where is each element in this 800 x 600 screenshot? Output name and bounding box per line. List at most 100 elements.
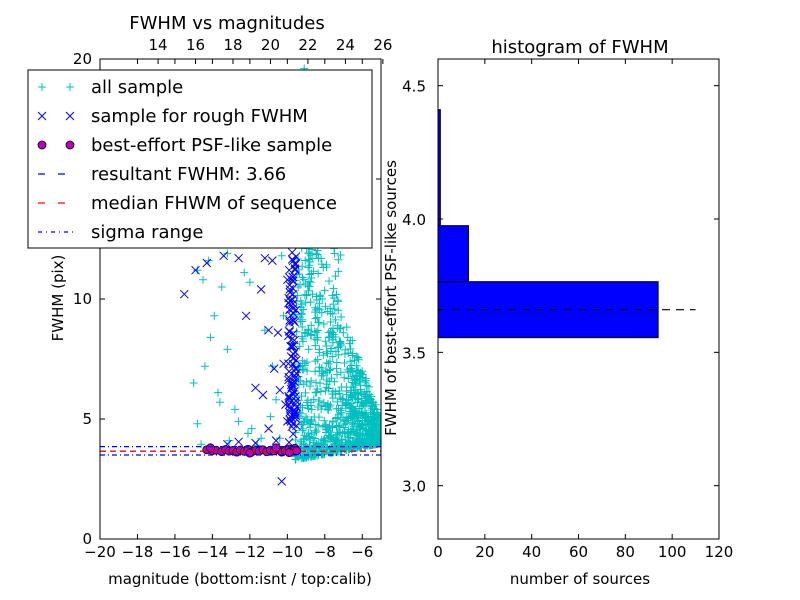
- right-y-axis-label: FWHM of best-effort PSF-like sources: [382, 160, 400, 436]
- all-sample-point: [375, 411, 381, 420]
- all-sample-point: [307, 273, 316, 282]
- all-sample-point: [298, 403, 307, 412]
- right-x-tick-label: 80: [616, 543, 635, 561]
- all-sample-point: [301, 298, 310, 307]
- legend-marker: [65, 140, 75, 150]
- all-sample-point: [327, 374, 336, 383]
- all-sample-point: [358, 367, 367, 376]
- all-sample-point: [328, 352, 337, 361]
- all-sample-point: [321, 337, 330, 346]
- all-sample-point: [311, 303, 320, 312]
- legend-item: all sample: [38, 77, 183, 98]
- left-y-tick-label: 10: [73, 290, 92, 308]
- all-sample-point: [346, 357, 355, 366]
- data-point: [247, 424, 256, 433]
- left-x-tick-label: −10: [272, 543, 304, 561]
- all-sample-point: [298, 262, 307, 271]
- all-sample-point: [306, 278, 315, 287]
- data-point: [256, 285, 266, 294]
- legend-marker: [37, 140, 47, 150]
- all-sample-point: [305, 440, 314, 449]
- rough-sample-point: [285, 327, 295, 336]
- data-point: [272, 395, 281, 404]
- data-point: [251, 438, 260, 448]
- all-sample-point: [335, 429, 344, 438]
- all-sample-point: [353, 422, 362, 431]
- rough-sample-point: [284, 375, 293, 385]
- data-point: [243, 429, 252, 438]
- all-sample-point: [339, 421, 348, 430]
- all-sample-point: [328, 291, 337, 300]
- all-sample-point: [320, 286, 329, 295]
- rough-sample-point: [284, 372, 294, 382]
- legend-label: sigma range: [91, 222, 203, 243]
- all-sample-point: [312, 249, 321, 258]
- all-sample-point: [330, 249, 339, 258]
- all-sample-point: [363, 418, 372, 427]
- all-sample-point: [317, 405, 326, 414]
- data-point: [277, 251, 286, 260]
- all-sample-point: [312, 295, 321, 304]
- all-sample-point: [333, 397, 342, 406]
- all-sample-point: [328, 338, 337, 347]
- all-sample-point: [291, 435, 300, 444]
- all-sample-point: [343, 333, 352, 342]
- legend-item: best-effort PSF-like sample: [37, 135, 332, 156]
- all-sample-point: [361, 374, 370, 383]
- all-sample-point: [338, 413, 347, 422]
- all-sample-point: [313, 313, 322, 322]
- rough-sample-point: [288, 290, 298, 299]
- all-sample-point: [347, 372, 356, 381]
- all-sample-point: [357, 397, 366, 406]
- all-sample-point: [328, 394, 337, 403]
- right-y-tick-label: 3.0: [402, 478, 426, 496]
- right-x-tick-label: 40: [522, 543, 541, 561]
- all-sample-point: [299, 424, 308, 433]
- all-sample-point: [307, 376, 316, 385]
- data-point: [258, 390, 268, 400]
- all-sample-point: [300, 451, 309, 460]
- all-sample-point: [302, 377, 311, 386]
- right-axis-ticks: 0 20 40 60 80 100 120 3.0 3.5 4.0 4.5: [402, 59, 733, 561]
- legend-item: sigma range: [38, 222, 203, 243]
- legend-label: best-effort PSF-like sample: [91, 135, 332, 156]
- left-x-axis-label: magnitude (bottom:isnt / top:calib): [108, 570, 372, 588]
- all-sample-point: [322, 263, 331, 272]
- all-sample-point: [302, 432, 311, 441]
- left-x-tick-label: −12: [234, 543, 266, 561]
- all-sample-point: [294, 283, 303, 292]
- all-sample-point: [344, 368, 353, 377]
- all-sample-point: [331, 315, 340, 324]
- all-sample-point: [316, 387, 325, 396]
- all-sample-point: [322, 358, 331, 367]
- left-x-tick-label: −18: [122, 543, 154, 561]
- legend-label: sample for rough FWHM: [91, 106, 308, 127]
- left-top-x-tick-label: 16: [186, 36, 205, 54]
- all-sample-point: [334, 343, 343, 352]
- all-sample-point: [304, 263, 313, 272]
- data-point: [219, 251, 228, 261]
- all-sample-point: [319, 436, 328, 445]
- all-sample-point: [352, 436, 361, 445]
- left-y-tick-label: 5: [82, 410, 92, 428]
- all-sample-point: [311, 314, 320, 323]
- all-sample-point: [315, 363, 324, 372]
- all-sample-point: [335, 337, 344, 346]
- rough-sample-point: [288, 342, 298, 351]
- left-x-tick-label: −20: [84, 543, 116, 561]
- all-sample-point: [306, 298, 315, 307]
- all-sample-point: [368, 402, 377, 411]
- all-sample-point: [335, 387, 344, 396]
- all-sample-point: [313, 355, 322, 364]
- rough-sample-point: [290, 347, 300, 357]
- all-sample-point: [307, 415, 316, 424]
- all-sample-point: [348, 420, 357, 429]
- data-point: [281, 400, 290, 409]
- all-sample-point: [319, 371, 328, 380]
- all-sample-point: [340, 349, 349, 358]
- left-x-tick-label: −6: [351, 543, 373, 561]
- all-sample-point: [298, 337, 307, 346]
- all-sample-point: [304, 420, 313, 429]
- all-sample-point: [336, 337, 345, 346]
- rough-sample-point: [286, 310, 296, 320]
